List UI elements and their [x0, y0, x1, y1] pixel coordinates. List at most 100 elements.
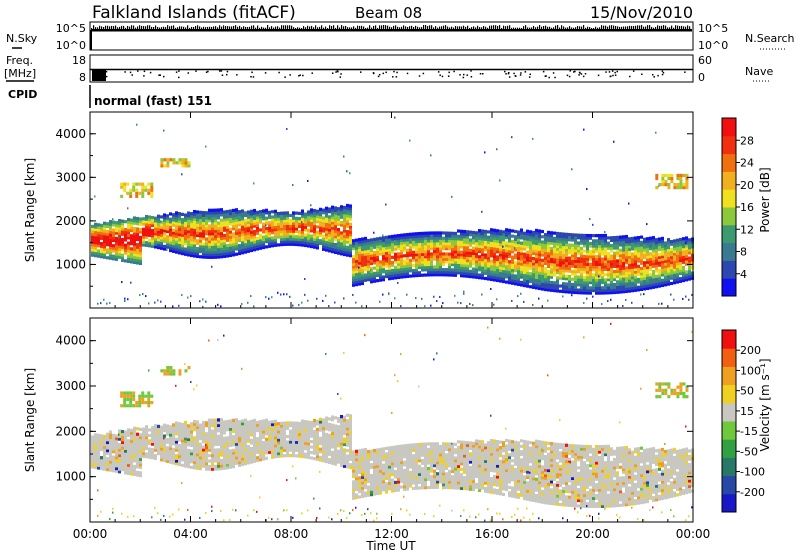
power-cell	[676, 254, 679, 258]
power-cell	[253, 237, 256, 241]
power-cell	[418, 234, 421, 238]
power-cell	[241, 245, 244, 250]
power-cell	[571, 246, 574, 250]
velocity-cell	[100, 439, 103, 443]
power-cell	[586, 262, 589, 266]
power-cell	[679, 266, 682, 270]
nsky-bar	[131, 25, 133, 29]
velocity-cell	[157, 441, 160, 445]
power-cell	[322, 208, 325, 212]
velocity-cell	[208, 434, 211, 439]
power-cell	[154, 221, 157, 226]
power-cell	[460, 240, 463, 244]
power-cell	[442, 302, 444, 305]
power-cell	[421, 257, 424, 262]
power-cell	[220, 231, 223, 235]
velocity-cell	[187, 435, 190, 439]
velocity-cell	[250, 433, 253, 437]
nsky-bar	[155, 25, 157, 29]
power-cell	[247, 247, 250, 251]
power-cell	[538, 297, 540, 300]
nsky-bar	[223, 25, 225, 29]
nsky-bar	[619, 26, 621, 29]
power-cell	[97, 238, 100, 243]
power-cell	[139, 222, 142, 226]
power-cell	[385, 203, 387, 206]
velocity-cell	[94, 457, 97, 461]
velocity-cell	[175, 440, 178, 444]
power-cell	[271, 218, 274, 222]
power-cell	[100, 247, 103, 251]
power-cell	[685, 257, 688, 261]
nave-point	[143, 75, 145, 77]
power-cell	[490, 241, 493, 245]
power-cell	[193, 241, 196, 245]
power-cell	[631, 242, 634, 246]
velocity-cell	[130, 431, 133, 435]
power-cell	[217, 231, 220, 236]
power-cell	[91, 224, 94, 229]
velocity-cell	[205, 456, 208, 460]
power-cell	[223, 236, 226, 240]
power-cell	[667, 277, 670, 281]
velocity-cell	[214, 443, 217, 447]
power-cell	[118, 221, 121, 225]
power-cell	[139, 227, 142, 232]
power-cell	[517, 243, 520, 247]
power-cell	[244, 221, 247, 225]
velocity-cell	[169, 425, 172, 429]
power-cell	[631, 255, 634, 259]
power-cell	[319, 210, 322, 214]
velocity-cell	[226, 422, 229, 426]
power-cell	[574, 254, 577, 258]
power-cell	[625, 276, 628, 280]
velocity-cell	[130, 469, 133, 473]
power-cell	[163, 164, 167, 168]
power-cell	[109, 240, 112, 245]
power-cell	[568, 238, 571, 242]
power-cell	[289, 226, 292, 231]
power-cell	[544, 240, 547, 245]
velocity-cell	[169, 441, 172, 445]
power-cell	[553, 260, 556, 264]
power-cell	[439, 295, 441, 298]
power-cell	[250, 230, 253, 234]
velocity-cell	[148, 369, 150, 372]
velocity-cell	[172, 455, 175, 460]
nave-point	[137, 70, 139, 72]
power-cell	[124, 227, 127, 232]
nsky-bar	[525, 25, 527, 29]
power-cell	[97, 249, 100, 253]
power-cell	[676, 243, 679, 248]
power-cell	[382, 234, 384, 237]
power-cell	[538, 237, 541, 241]
velocity-cell	[121, 440, 124, 445]
power-cell	[400, 270, 403, 274]
velocity-cell	[211, 434, 214, 439]
power-cell	[421, 237, 424, 241]
power-cell	[424, 234, 427, 238]
velocity-cell	[214, 432, 217, 436]
power-cell	[235, 247, 238, 251]
power-cell	[613, 272, 616, 276]
power-cell	[226, 238, 229, 242]
power-cell	[394, 271, 397, 275]
power-cell	[262, 238, 265, 242]
power-cell	[150, 185, 154, 189]
power-cell	[451, 242, 454, 246]
power-cell	[550, 265, 553, 269]
nsky-bar	[197, 25, 199, 29]
power-cell	[244, 213, 247, 218]
power-cell	[508, 270, 511, 274]
velocity-cell	[160, 455, 163, 459]
nsky-bar	[153, 26, 155, 29]
power-cell	[574, 288, 577, 292]
power-cell	[265, 240, 268, 244]
power-cell	[238, 238, 241, 243]
power-cell	[238, 251, 241, 256]
power-cell	[460, 232, 463, 236]
power-cell	[331, 223, 334, 228]
power-cell	[106, 230, 109, 234]
power-cell	[109, 233, 112, 237]
